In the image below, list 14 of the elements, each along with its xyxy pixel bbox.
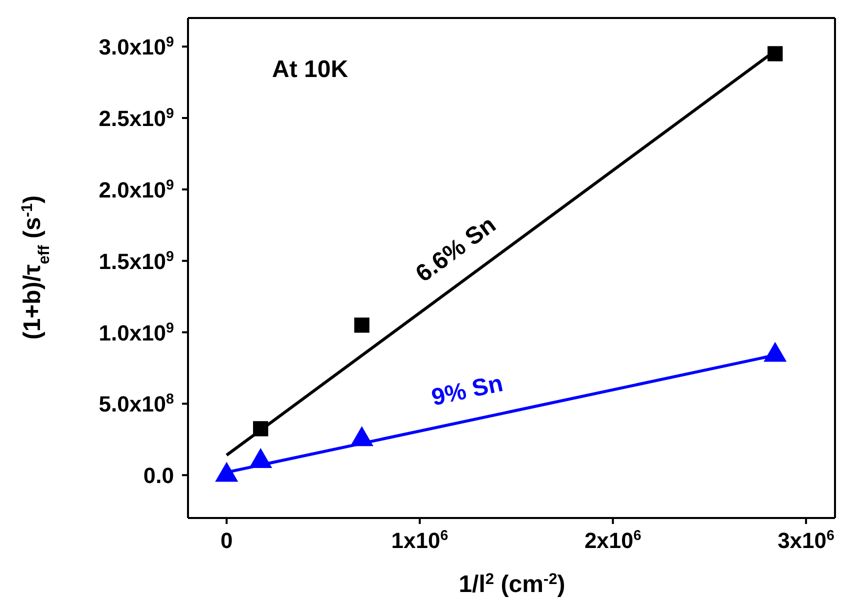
x-tick-label: 0 — [220, 528, 233, 553]
x-tick-label: 3x10$^{6}$ — [778, 528, 835, 553]
y-tick-label: 5.0x10$^{8}$ — [98, 392, 174, 417]
y-tick-label: 1.5x10$^{9}$ — [98, 248, 174, 274]
y-tick-label: 2.5x10$^{9}$ — [98, 106, 174, 131]
y-tick-label: 2.0x10$^{9}$ — [98, 177, 174, 202]
annotation: At 10K — [272, 56, 349, 83]
x-tick-label: 1x10$^{6}$ — [391, 528, 448, 553]
y-tick-label: 1.0x10$^{9}$ — [98, 320, 174, 346]
x-tick-label: 2x10$^{6}$ — [584, 528, 642, 553]
y-tick-label: 3.0x10$^{9}$ — [98, 34, 174, 60]
x-axis-title: 1/l$^{2}$ (cm$^{-2}$) — [458, 570, 566, 598]
y-tick-label: 0.0 — [143, 463, 174, 488]
text: 9% Sn — [429, 370, 506, 412]
